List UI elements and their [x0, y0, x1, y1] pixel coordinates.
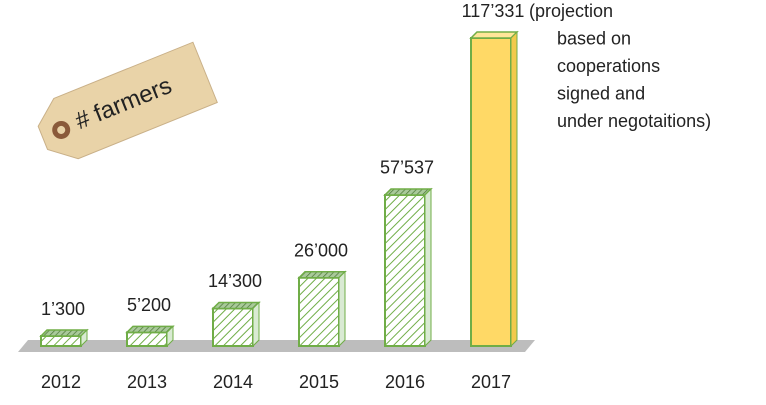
bar-top — [125, 325, 175, 334]
x-tick-label: 2015 — [299, 372, 339, 392]
tag: # farmers — [37, 41, 218, 160]
bar-top — [469, 31, 519, 39]
floor — [18, 340, 535, 352]
bar-side — [510, 30, 518, 348]
bar — [470, 37, 512, 347]
value-label: 14’300 — [208, 271, 262, 291]
bar-side — [80, 328, 88, 348]
annotation: based on — [557, 28, 631, 48]
bar-side — [252, 301, 260, 348]
bar — [298, 276, 340, 348]
bar — [126, 331, 168, 348]
bar-top — [383, 188, 433, 196]
bar — [212, 307, 254, 348]
bar — [40, 335, 82, 347]
annotation: (projection — [529, 1, 613, 21]
annotation: cooperations — [557, 56, 660, 76]
bar-side — [424, 187, 432, 348]
x-tick-label: 2012 — [41, 372, 81, 392]
annotation: under negotaitions) — [557, 111, 711, 131]
bar-side — [166, 325, 174, 348]
x-tick-label: 2014 — [213, 372, 253, 392]
bar-top — [211, 301, 261, 310]
x-tick-label: 2016 — [385, 372, 425, 392]
value-label: 5’200 — [127, 295, 171, 315]
bar — [384, 193, 426, 347]
value-label: 117’331 — [462, 1, 525, 21]
bar-side — [338, 270, 346, 348]
x-tick-label: 2017 — [471, 372, 511, 392]
bar-top — [39, 329, 89, 337]
value-label: 57’537 — [380, 158, 434, 178]
bar-top — [297, 270, 347, 279]
annotation: signed and — [557, 83, 645, 103]
value-label: 26’000 — [294, 240, 348, 260]
x-tick-label: 2013 — [127, 372, 167, 392]
value-label: 1’300 — [41, 299, 85, 319]
